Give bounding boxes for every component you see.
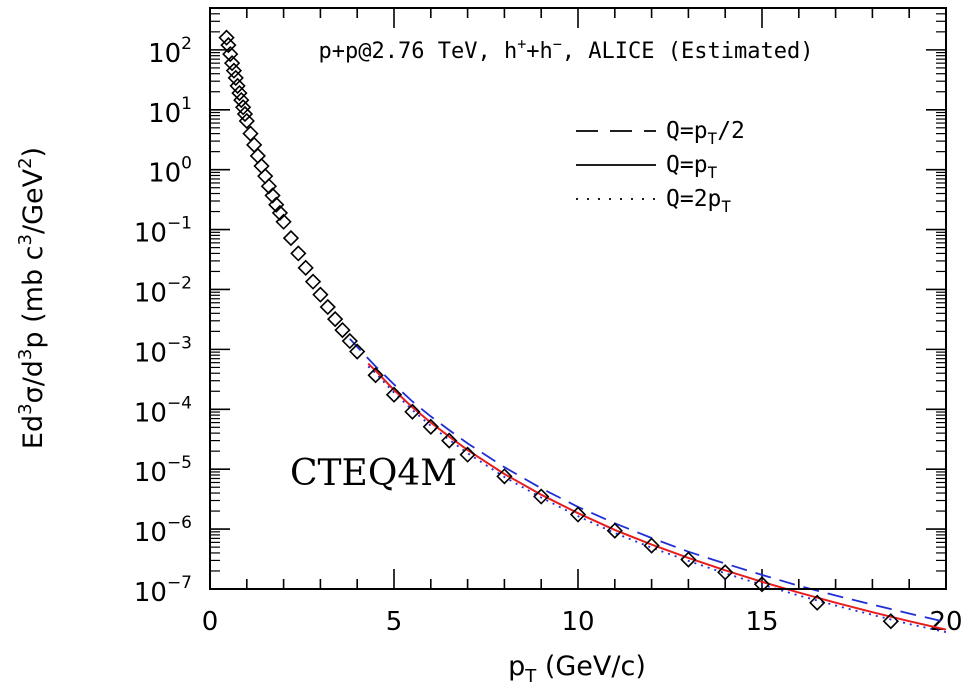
y-tick-label: 10−3 — [134, 333, 192, 368]
series-line-solid — [367, 362, 947, 631]
data-point — [349, 343, 366, 360]
y-tick-label: 10−5 — [134, 453, 192, 488]
data-point — [223, 55, 241, 72]
data-point — [753, 576, 771, 593]
data-point — [264, 187, 281, 204]
x-tick-label: 20 — [929, 607, 962, 637]
y-tick-label: 100 — [148, 154, 192, 189]
y-tick-label: 102 — [148, 34, 192, 69]
legend-label: Q=pT — [666, 152, 718, 182]
data-point — [882, 613, 899, 630]
axis-ticks — [209, 7, 947, 590]
x-tick-label: 5 — [386, 607, 403, 637]
x-tick-label: 10 — [561, 607, 594, 637]
data-point — [643, 537, 660, 554]
data-point — [290, 245, 307, 262]
chart-title: p+p@2.76 TeV, h++h−, ALICE (Estimated) — [319, 35, 814, 64]
y-tick-label: 10−7 — [134, 573, 192, 608]
data-point — [220, 36, 237, 54]
model-annotation: CTEQ4M — [290, 453, 457, 494]
data-point — [385, 386, 403, 403]
data-point — [441, 432, 458, 449]
y-tick-label: 101 — [148, 94, 192, 129]
plot-frame — [209, 7, 947, 590]
data-point — [319, 298, 336, 316]
data-point — [304, 273, 322, 290]
data-point — [326, 310, 344, 328]
x-tick-label: 0 — [202, 607, 219, 637]
data-point — [422, 418, 439, 435]
series-line-dotted — [367, 365, 947, 634]
legend-label: Q=pT/2 — [666, 118, 745, 148]
legend-label: Q=2pT — [666, 186, 731, 216]
data-points — [218, 29, 899, 630]
data-point — [606, 522, 623, 539]
y-tick-label: 10−6 — [134, 513, 192, 548]
data-point — [236, 105, 254, 123]
plot-area — [218, 29, 947, 634]
data-point — [227, 69, 244, 87]
x-axis-title: pT (GeV/c) — [508, 651, 646, 687]
y-axis-title: Ed3σ/d3p (mb c3/GeV2) — [15, 147, 49, 449]
data-point — [459, 446, 476, 463]
data-point — [222, 45, 239, 63]
legend: Q=pT/2 Q=pT Q=2pT — [576, 118, 745, 216]
y-tick-label: 10−4 — [134, 393, 192, 428]
data-point — [404, 403, 421, 420]
data-point — [268, 196, 285, 213]
data-point — [312, 286, 329, 303]
data-point — [231, 84, 248, 102]
data-point — [225, 62, 243, 79]
data-point — [680, 551, 697, 568]
data-point — [717, 564, 734, 581]
data-point — [218, 29, 235, 46]
data-point — [341, 332, 358, 350]
data-point — [234, 99, 252, 116]
data-point — [533, 488, 550, 505]
data-point — [282, 229, 300, 247]
data-point — [271, 204, 289, 222]
tick-labels: 0 5 10 15 20 102 101 100 10−1 10−2 10−3 10−4 10−5 10−… — [134, 34, 963, 637]
data-point — [275, 213, 292, 230]
data-point — [367, 367, 384, 384]
data-point — [229, 77, 246, 95]
x-tick-label: 15 — [745, 607, 778, 637]
data-point — [809, 594, 826, 611]
data-point — [233, 91, 250, 109]
data-point — [569, 506, 587, 523]
y-tick-label: 10−1 — [134, 214, 192, 249]
data-point — [238, 112, 255, 130]
y-tick-label: 10−2 — [134, 273, 192, 308]
data-point — [297, 259, 314, 276]
data-point — [496, 468, 513, 485]
data-point — [334, 321, 351, 339]
